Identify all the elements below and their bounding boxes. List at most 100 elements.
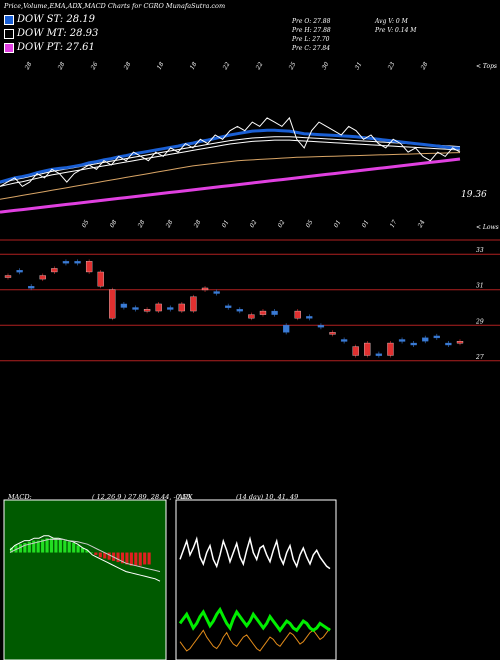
top-date-label: 25	[287, 61, 297, 72]
macd-histogram-bar	[32, 540, 36, 553]
top-date-label: 22	[221, 61, 231, 72]
macd-title: MACD:	[8, 493, 32, 501]
candle-body	[109, 289, 116, 319]
top-date-label: 22	[254, 61, 264, 72]
candle-body	[236, 309, 243, 312]
tops-label: < Tops	[476, 63, 498, 70]
adx-white-line	[179, 535, 331, 570]
candle-body	[28, 286, 35, 289]
candle-body	[433, 335, 440, 339]
macd-params: ( 12,26,9 ) 27.89, 28.44, -0.55	[92, 493, 191, 501]
macd-histogram-bar	[81, 547, 85, 553]
macd-histogram-bar	[147, 552, 151, 565]
candle-body	[178, 303, 185, 312]
candle-y-tick-label: 27	[475, 354, 484, 361]
macd-histogram-bar	[120, 552, 125, 564]
macd-histogram-bar	[41, 539, 45, 553]
low-date-label: 17	[389, 219, 399, 229]
legend-label-mt: DOW MT: 28.93	[17, 28, 99, 39]
candle-body	[456, 341, 464, 344]
macd-histogram-bar	[98, 552, 102, 558]
candle-body	[283, 325, 290, 333]
candle-body	[375, 353, 383, 356]
macd-histogram-bar	[103, 552, 107, 559]
ohlc-open: Pre O: 27.88	[292, 18, 331, 25]
macd-histogram-bar	[18, 544, 22, 553]
macd-histogram-bar	[36, 540, 40, 553]
price-line	[0, 116, 461, 188]
candle-body	[294, 310, 301, 319]
candle-body	[62, 261, 70, 264]
macd-histogram-bar	[58, 539, 62, 553]
candle-body	[364, 342, 371, 356]
macd-histogram-bar	[27, 541, 31, 553]
macd-histogram-bar	[54, 538, 58, 553]
low-date-label: 05	[81, 219, 91, 229]
candle-body	[39, 275, 46, 280]
low-date-label: 28	[164, 219, 174, 230]
candle-body	[340, 339, 348, 342]
ohlc-prev-volume: Pre V: 0.14 M	[375, 27, 417, 34]
candle-body	[132, 307, 139, 310]
candle-body	[387, 342, 394, 356]
legend-label-pt: DOW PT: 27.61	[17, 42, 95, 53]
chart-title: Price,Volume,EMA,ADX,MACD Charts for CGR…	[4, 2, 226, 10]
legend-dow-mt: DOW MT: 28.93	[4, 28, 98, 39]
macd-histogram-bar	[72, 542, 76, 553]
candle-body	[120, 303, 128, 308]
macd-histogram-bar	[14, 545, 18, 553]
top-date-label: 23	[386, 61, 396, 72]
low-date-label: 02	[277, 219, 287, 229]
candle-body	[422, 337, 429, 342]
candle-body	[190, 296, 197, 312]
candle-body	[167, 307, 174, 310]
macd-histogram-bar	[125, 552, 129, 565]
macd-histogram-bar	[63, 540, 67, 553]
macd-histogram-bar	[67, 541, 71, 553]
top-date-label: 31	[354, 61, 364, 71]
top-date-label: 30	[321, 61, 331, 71]
candle-y-tick-label: 31	[476, 283, 484, 290]
candle-body	[317, 325, 325, 328]
candle-body	[97, 271, 104, 287]
ohlc-avg-volume: Avg V: 0 M	[375, 18, 408, 25]
low-date-label: 01	[221, 219, 231, 229]
ema-long-line	[0, 152, 461, 200]
candle-body	[155, 303, 162, 312]
macd-line	[9, 535, 161, 582]
candle-body	[51, 268, 58, 273]
ema-pt-line	[0, 157, 461, 214]
candle-body	[271, 310, 278, 315]
candle-body	[74, 261, 81, 264]
candle-body	[352, 346, 359, 356]
low-date-label: 05	[305, 219, 315, 229]
top-date-label: 28	[56, 61, 66, 72]
macd-signal-line	[9, 538, 161, 573]
ema-mid-line	[0, 139, 461, 187]
legend-dow-st: DOW ST: 28.19	[4, 14, 95, 25]
candle-body	[16, 270, 23, 273]
macd-histogram-bar	[94, 552, 98, 555]
ohlc-high: Pre H: 27.88	[292, 27, 331, 34]
macd-histogram-bar	[107, 552, 111, 560]
adx-panel-bg	[175, 499, 337, 660]
ema-short-line	[0, 128, 461, 184]
adx-orange-line	[179, 627, 331, 652]
adx-title: ADX	[178, 493, 193, 501]
candle-body	[445, 342, 452, 346]
legend-swatch-st	[4, 14, 14, 25]
candle-y-tick-label: 29	[475, 318, 484, 325]
legend-swatch-mt	[4, 28, 14, 39]
candle-body	[201, 287, 209, 291]
legend-label-st: DOW ST: 28.19	[17, 14, 96, 25]
macd-histogram-bar	[76, 545, 80, 553]
macd-histogram-bar	[49, 538, 54, 553]
candle-body	[248, 314, 255, 319]
candle-body	[329, 332, 336, 335]
last-value-label: 19.36	[461, 190, 487, 200]
low-date-label: 28	[192, 219, 202, 230]
ohlc-close: Pre C: 27.84	[292, 45, 331, 52]
candle-body	[4, 275, 12, 278]
candle-body	[306, 316, 313, 319]
